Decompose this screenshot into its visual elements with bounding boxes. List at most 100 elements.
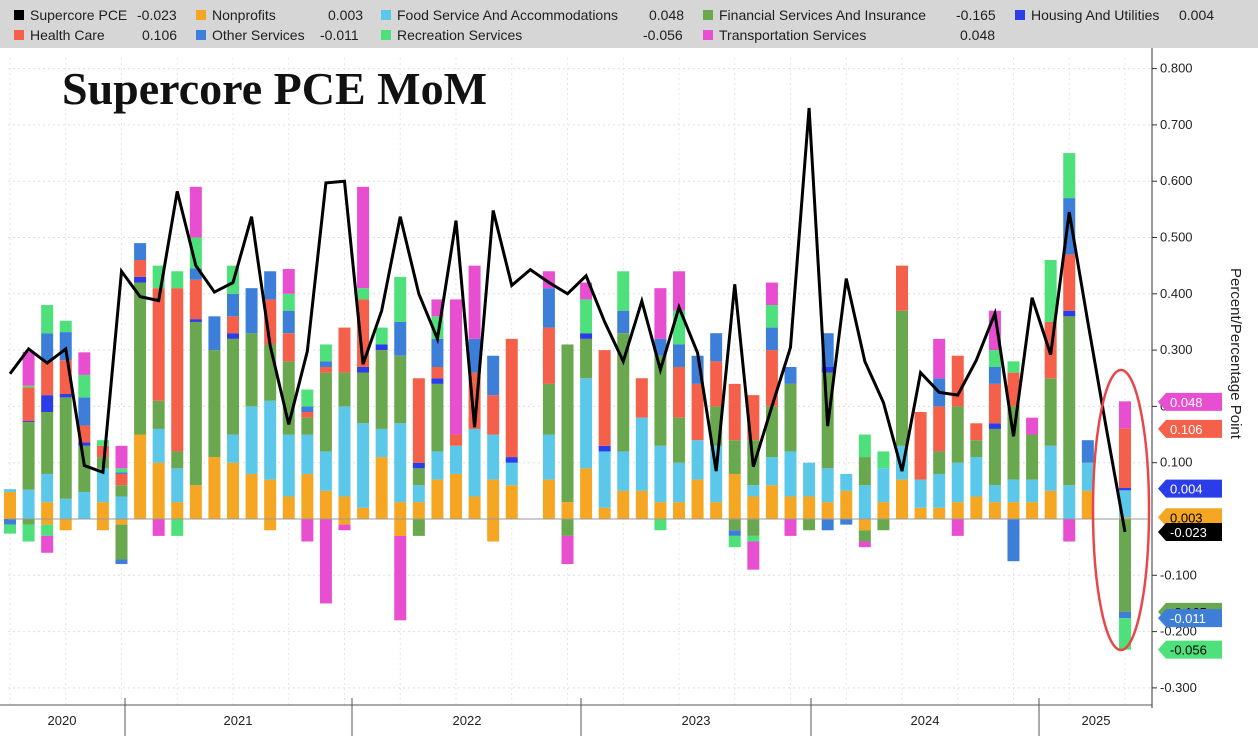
value-tags: 0.0480.1060.0040.003-0.023-0.165-0.011-0… bbox=[1158, 392, 1222, 659]
bar-segment bbox=[22, 489, 35, 519]
y-tick-label: 0.400 bbox=[1160, 286, 1193, 301]
bar-segment bbox=[728, 535, 741, 548]
bar-segment bbox=[1063, 310, 1076, 317]
bar-segment bbox=[1007, 372, 1020, 407]
bar-segment bbox=[933, 338, 946, 379]
bar-segment bbox=[580, 378, 593, 469]
bar-segment bbox=[189, 279, 202, 320]
bar-segment bbox=[840, 473, 853, 491]
bar-segment bbox=[59, 332, 72, 361]
bar-segment bbox=[171, 519, 184, 536]
bar-segment bbox=[357, 186, 370, 289]
bar-segment bbox=[673, 462, 685, 503]
bar-segment bbox=[784, 519, 797, 536]
bar-segment bbox=[357, 423, 370, 508]
bar-segment bbox=[747, 519, 760, 536]
bar-segment bbox=[635, 417, 648, 491]
bar-segment bbox=[1007, 479, 1020, 503]
bar-segment bbox=[933, 451, 946, 474]
bar-segment bbox=[115, 468, 128, 473]
x-year-label: 2023 bbox=[682, 713, 711, 728]
bar-segment bbox=[598, 507, 611, 519]
chart-area: 0.8000.7000.6000.5000.4000.3000.2000.100… bbox=[0, 48, 1244, 736]
bar-segment bbox=[858, 541, 871, 548]
bar-segment bbox=[189, 237, 202, 269]
bar-segment bbox=[22, 385, 35, 388]
bar-segment bbox=[1063, 485, 1076, 519]
bar-segment bbox=[301, 389, 314, 407]
bar-segment bbox=[691, 383, 704, 441]
legend-value: -0.056 bbox=[643, 27, 683, 43]
x-year-label: 2020 bbox=[48, 713, 77, 728]
bar-segment bbox=[542, 327, 555, 384]
bar-segment bbox=[1119, 488, 1131, 491]
bar-segment bbox=[1044, 445, 1057, 491]
bar-segment bbox=[580, 333, 593, 339]
bar-segment bbox=[450, 445, 462, 474]
x-axis: 2020 2021 2022 2023 2024 2025 bbox=[0, 698, 1152, 736]
bar-segment bbox=[245, 406, 258, 474]
bar-segment bbox=[319, 372, 332, 452]
bar-segment bbox=[988, 366, 1001, 384]
bar-segment bbox=[375, 428, 388, 458]
bar-segment bbox=[951, 406, 964, 463]
value-tag-shape bbox=[1158, 419, 1222, 438]
bar-segment bbox=[821, 519, 834, 531]
bar-segment bbox=[1081, 490, 1094, 519]
bar-segment bbox=[4, 519, 16, 525]
bar-segment bbox=[134, 434, 147, 519]
value-tag-shape bbox=[1158, 640, 1222, 659]
bar-segment bbox=[431, 451, 444, 480]
bar-segment bbox=[301, 519, 314, 542]
value-tag-shape bbox=[1158, 479, 1222, 498]
bar-segment bbox=[654, 502, 667, 519]
bar-segment bbox=[654, 519, 667, 531]
bar-segment bbox=[784, 366, 797, 384]
bar-segment bbox=[1007, 361, 1020, 373]
bar-segment bbox=[468, 496, 481, 519]
bar-segment bbox=[803, 496, 816, 519]
bar-segment bbox=[59, 397, 72, 499]
bar-segment bbox=[189, 485, 202, 519]
legend-label: Recreation Services bbox=[397, 27, 523, 43]
bar-segment bbox=[41, 395, 54, 413]
y-tick-label: 0.500 bbox=[1160, 230, 1193, 245]
bar-segment bbox=[357, 372, 370, 424]
value-tag-label: 0.106 bbox=[1170, 422, 1203, 437]
bar-segment bbox=[765, 282, 778, 306]
bar-segment bbox=[1063, 254, 1076, 311]
bar-segment bbox=[450, 473, 462, 519]
bar-segment bbox=[450, 434, 462, 446]
y-tick-label: 0.700 bbox=[1160, 117, 1193, 132]
y-tick-label: -0.100 bbox=[1160, 567, 1197, 582]
bar-segment bbox=[858, 530, 871, 542]
bar-segment bbox=[227, 293, 239, 317]
legend-value: -0.165 bbox=[956, 7, 996, 23]
bar-segment bbox=[394, 276, 407, 322]
bar-segment bbox=[710, 361, 723, 407]
bar-segment bbox=[431, 378, 444, 384]
bar-segment bbox=[431, 383, 444, 452]
value-tag-label: 0.048 bbox=[1170, 395, 1203, 410]
legend-swatch bbox=[196, 30, 206, 40]
bar-segment bbox=[821, 468, 834, 503]
bar-segment bbox=[933, 507, 946, 519]
bar-segment bbox=[598, 445, 611, 452]
bar-segment bbox=[765, 485, 778, 519]
bar-segment bbox=[1026, 434, 1039, 480]
bar-segment bbox=[319, 451, 332, 491]
bar-segment bbox=[22, 524, 35, 542]
y-axis-label: Percent/Percentage Point bbox=[1227, 268, 1244, 440]
bar-segment bbox=[22, 421, 35, 423]
bar-segment bbox=[542, 479, 555, 519]
bar-segment bbox=[784, 383, 797, 452]
value-tag-label: -0.056 bbox=[1170, 643, 1207, 658]
bar-segment bbox=[710, 445, 723, 503]
bar-segment bbox=[115, 496, 128, 519]
bar-segment bbox=[951, 502, 964, 519]
bar-segment bbox=[227, 333, 239, 339]
bar-segment bbox=[635, 378, 648, 418]
bar-segment bbox=[803, 519, 816, 531]
bar-segment bbox=[542, 434, 555, 480]
bar-segment bbox=[41, 535, 54, 553]
